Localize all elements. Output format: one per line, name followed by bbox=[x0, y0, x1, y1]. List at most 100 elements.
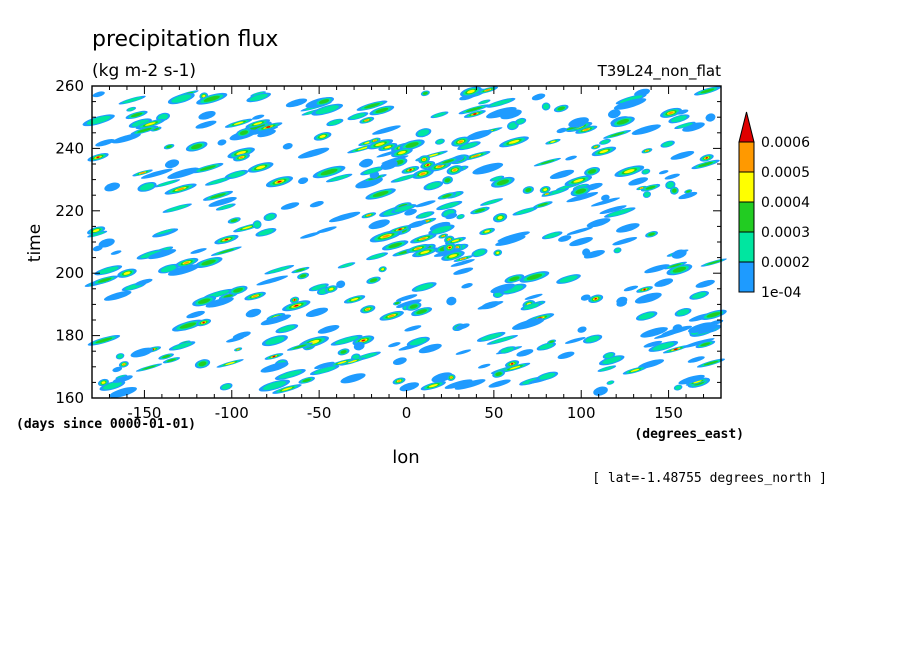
y-tick-label: 180 bbox=[55, 327, 84, 345]
precip-cell bbox=[274, 369, 306, 380]
precip-cell bbox=[153, 228, 177, 236]
precip-cell bbox=[227, 147, 255, 159]
precip-cell bbox=[519, 271, 550, 283]
precip-cell bbox=[280, 202, 300, 210]
precip-cell bbox=[245, 308, 262, 318]
precip-cell bbox=[586, 218, 611, 228]
precip-cell bbox=[446, 165, 463, 175]
precip-cell bbox=[628, 177, 649, 186]
precip-cell bbox=[603, 129, 632, 139]
precip-cell bbox=[185, 141, 208, 152]
precip-cell bbox=[516, 349, 534, 357]
precip-cell bbox=[336, 280, 346, 289]
precip-cell bbox=[263, 212, 277, 221]
precip-cell bbox=[423, 181, 444, 191]
precip-cell bbox=[539, 185, 551, 194]
precip-cell bbox=[676, 109, 689, 115]
precip-cell bbox=[261, 335, 288, 347]
precip-cell bbox=[453, 267, 474, 275]
precip-cell bbox=[480, 198, 504, 206]
precip-cell bbox=[392, 357, 407, 366]
precip-cell bbox=[641, 168, 651, 175]
precip-cell bbox=[478, 99, 491, 105]
precip-cell bbox=[495, 235, 526, 246]
precip-cell bbox=[654, 278, 674, 287]
precip-cell bbox=[368, 219, 390, 230]
colorbar: 1e-04 0.0002 0.0003 0.0004 0.0005 0.0006 bbox=[738, 111, 810, 301]
precip-cell bbox=[205, 297, 234, 308]
axis-ticks: -150 -100 -50 0 50 100 150 160 180 200 220 240 260 bbox=[55, 77, 722, 422]
precip-cell bbox=[438, 233, 449, 239]
precip-cell bbox=[87, 153, 109, 162]
precip-cell bbox=[671, 249, 687, 259]
precip-cell bbox=[202, 190, 234, 201]
precip-cell bbox=[311, 103, 344, 116]
precip-cell bbox=[260, 362, 289, 373]
precip-cell bbox=[418, 343, 442, 354]
precip-cell bbox=[580, 294, 591, 301]
precip-cell bbox=[682, 122, 705, 132]
precip-cell bbox=[430, 111, 449, 119]
precip-cell bbox=[314, 96, 335, 106]
colorbar-label: 0.0005 bbox=[761, 165, 810, 181]
precip-cell bbox=[597, 365, 617, 372]
precip-cell bbox=[366, 276, 381, 284]
precip-cell bbox=[613, 247, 622, 254]
precip-cell bbox=[575, 125, 598, 134]
precip-cell bbox=[623, 285, 639, 292]
precip-cell bbox=[92, 91, 105, 98]
precip-cell bbox=[456, 214, 465, 220]
precip-cell bbox=[297, 147, 330, 159]
precip-cell bbox=[282, 143, 293, 150]
precip-cell bbox=[244, 291, 266, 301]
precip-cell bbox=[536, 371, 559, 381]
precip-cell bbox=[391, 147, 413, 158]
precip-cell bbox=[415, 200, 436, 208]
precip-cell bbox=[428, 224, 455, 235]
precip-cell bbox=[442, 176, 453, 185]
precip-cell bbox=[110, 250, 122, 255]
precip-cell bbox=[103, 290, 132, 301]
precip-cell bbox=[135, 278, 153, 286]
precip-cell bbox=[591, 144, 601, 150]
precip-cell bbox=[461, 151, 491, 161]
y-tick-label: 240 bbox=[55, 139, 84, 157]
precip-cell bbox=[195, 120, 217, 129]
precip-cell bbox=[255, 227, 277, 237]
precip-cell bbox=[164, 159, 180, 169]
precip-cell bbox=[126, 106, 137, 112]
precip-cell bbox=[645, 231, 658, 238]
precip-cell bbox=[512, 318, 545, 330]
precip-cell bbox=[490, 283, 516, 294]
precip-cell bbox=[564, 337, 586, 344]
precip-cell bbox=[328, 211, 361, 223]
precip-cell bbox=[493, 249, 503, 257]
precip-cell bbox=[415, 128, 432, 138]
precip-cell bbox=[196, 318, 212, 327]
precip-cell bbox=[420, 381, 446, 391]
precip-cell bbox=[399, 139, 425, 151]
precip-cell bbox=[437, 192, 457, 200]
precip-cell bbox=[308, 283, 329, 292]
precip-cell bbox=[247, 162, 274, 173]
precip-cell bbox=[450, 259, 475, 267]
precip-cell bbox=[404, 208, 417, 216]
precip-cell bbox=[132, 169, 153, 177]
precip-cell bbox=[431, 372, 453, 383]
precip-cell bbox=[663, 261, 687, 270]
precip-cell bbox=[522, 186, 534, 194]
precip-cell bbox=[415, 211, 435, 219]
precip-cell bbox=[313, 132, 332, 141]
precip-cell bbox=[568, 117, 589, 128]
precip-cell bbox=[644, 264, 670, 274]
latitude-footnote: [ lat=-1.48755 degrees_north ] bbox=[592, 471, 827, 486]
precip-cell bbox=[705, 113, 716, 122]
precip-cell bbox=[162, 357, 181, 364]
precip-cell bbox=[499, 362, 531, 373]
precip-cell bbox=[478, 363, 491, 369]
precip-cell bbox=[337, 262, 356, 269]
precip-cell bbox=[300, 231, 321, 239]
precip-cell bbox=[441, 250, 465, 261]
precip-cell bbox=[112, 375, 133, 383]
